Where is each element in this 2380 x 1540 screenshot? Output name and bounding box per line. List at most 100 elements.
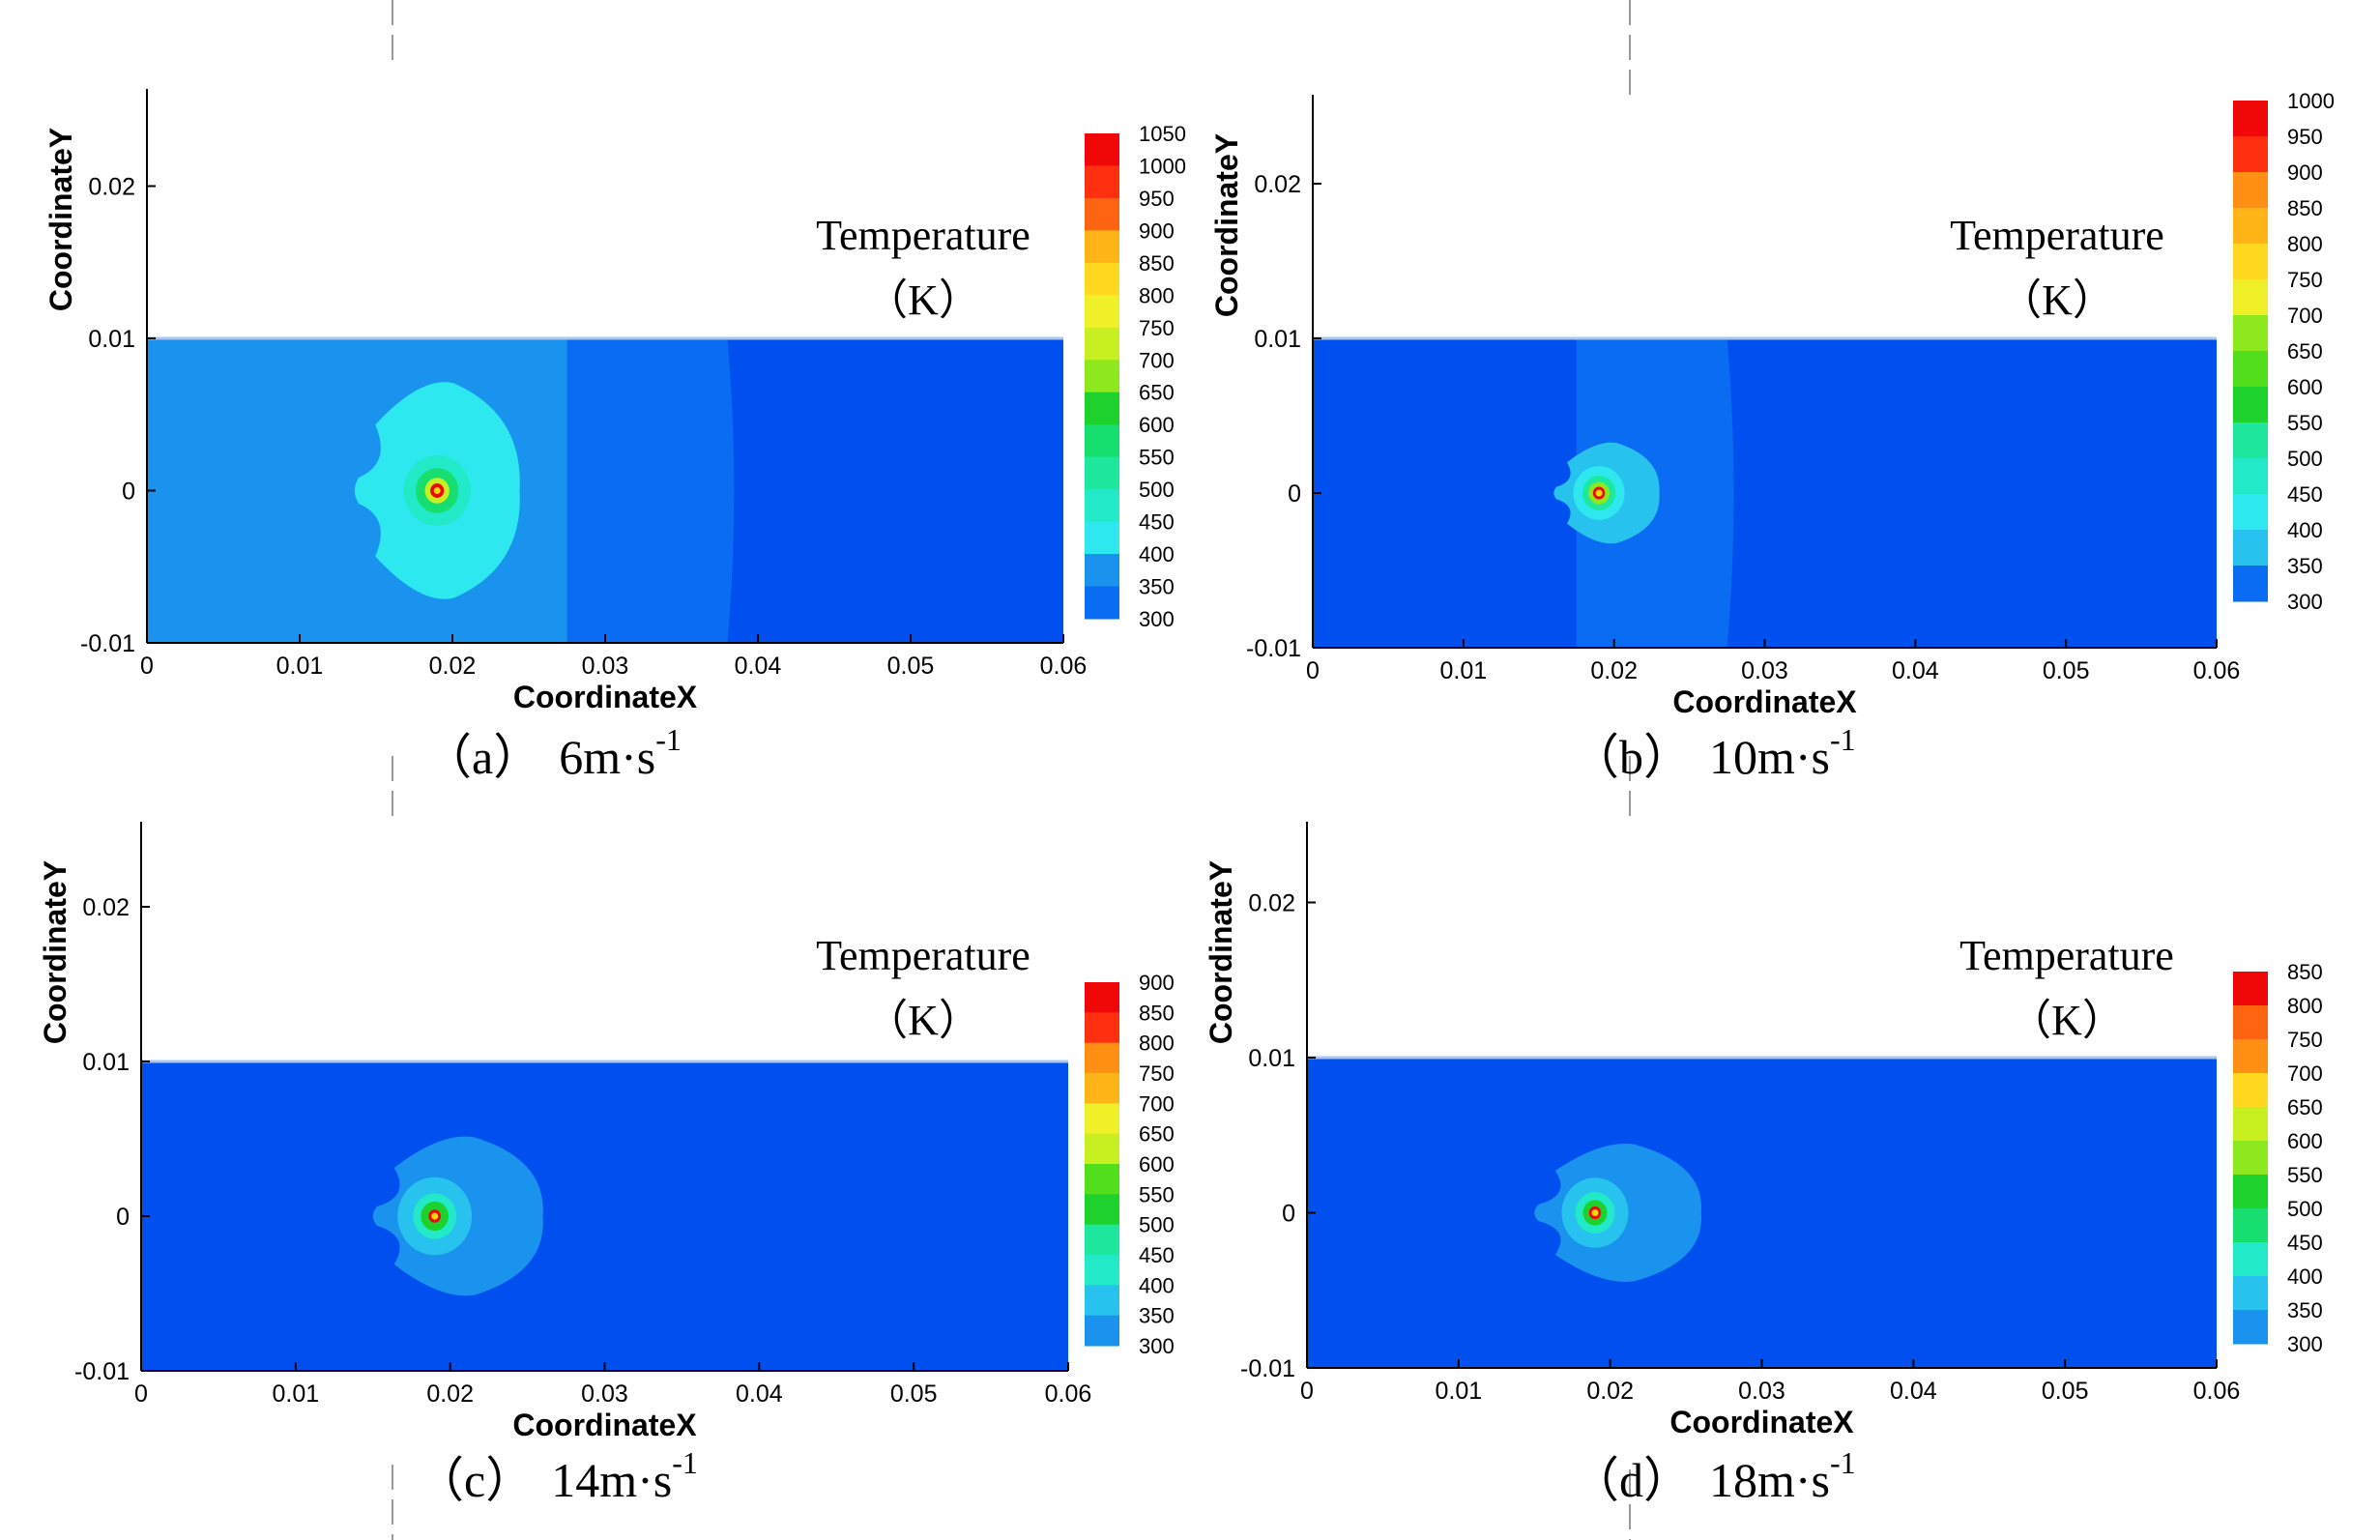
legend-level-label: 750 [1139,1061,1175,1086]
legend-swatch [1085,424,1119,458]
domain-background [1313,338,2217,648]
panel-caption: （b） 10m·s-1 [1571,722,1856,784]
legend-level-label: 850 [2287,960,2323,984]
temperature-field [1307,1058,2217,1368]
legend-level-label: 800 [1139,283,1175,307]
legend-swatch [1085,360,1119,393]
legend-swatch [2233,315,2268,352]
x-tick-label: 0.05 [2042,1378,2089,1405]
legend-swatch [2233,101,2268,137]
caption-prefix: （a） [423,730,541,784]
legend-swatch [1085,554,1119,588]
legend-level-label: 800 [1139,1032,1175,1056]
y-tick-label: 0 [116,1204,130,1231]
legend-title: Temperature [816,932,1030,979]
legend-swatch [2233,530,2268,567]
x-axis-title: CoordinateX [513,680,698,714]
legend-swatch [1085,1315,1119,1347]
legend-level-label: 300 [1139,607,1175,631]
legend-swatch [1085,230,1119,264]
legend-level-label: 300 [1139,1334,1175,1358]
x-tick-label: 0.02 [426,1380,474,1408]
legend-level-label: 800 [2287,994,2323,1018]
legend-level-label: 900 [1139,971,1175,995]
panel-c: 0 0.01 0.02 0.03 0.04 0.05 0.06-0.0100.010.02C… [38,822,1175,1507]
legend-level-label: 400 [2287,518,2323,542]
legend-swatch [1085,521,1119,555]
legend-swatch [2233,494,2268,531]
legend-level-label: 950 [1139,187,1175,211]
panel-b: 0 0.01 0.02 0.03 0.04 0.05 0.06-0.0100.010.02C… [1209,89,2335,784]
y-tick-label: 0 [1288,480,1301,508]
legend-swatch [2233,1276,2268,1311]
hot-spot-marker [1595,489,1603,497]
legend-level-label: 700 [1139,348,1175,372]
legend-level-label: 450 [1139,510,1175,535]
legend-level-label: 850 [1139,251,1175,276]
legend-level-label: 350 [2287,554,2323,578]
legend-swatch [2233,972,2268,1006]
legend-level-label: 300 [2287,590,2323,614]
x-tick-label: 0.06 [1040,653,1088,680]
x-tick-label: 0.05 [887,653,935,680]
panel-caption: （c） 14m·s-1 [416,1445,698,1507]
hot-spot-marker [1591,1209,1599,1216]
y-tick-label: 0.02 [88,174,135,201]
legend-swatch [1085,1285,1119,1317]
legend-level-label: 1050 [1139,122,1186,146]
x-axis-title: CoordinateX [512,1408,697,1442]
caption-prefix: （d） [1571,1453,1692,1507]
x-tick-label: 0.02 [1590,657,1638,684]
x-tick-label: 0 [140,653,154,680]
legend-swatch [2233,1039,2268,1074]
caption-exponent: -1 [655,722,682,757]
y-tick-label: -0.01 [74,1358,130,1385]
legend-swatch [1085,165,1119,199]
caption-speed: 14m·s [551,1453,672,1507]
caption-speed: 6m·s [559,730,655,784]
legend-swatch [1085,392,1119,425]
y-axis-title: CoordinateY [44,128,78,311]
legend-unit: （K） [1999,276,2115,324]
legend-swatch [2233,1107,2268,1142]
contour-band-1 [566,338,735,643]
legend-swatch [1085,1255,1119,1286]
legend-level-label: 600 [1139,413,1175,437]
legend-level-label: 350 [1139,575,1175,599]
caption-prefix: （b） [1571,730,1692,784]
x-tick-label: 0.02 [429,653,477,680]
legend-swatch [2233,136,2268,173]
legend-swatch [2233,1208,2268,1243]
legend-swatch [2233,422,2268,459]
legend-level-label: 500 [2287,1197,2323,1221]
legend-swatch [2233,566,2268,602]
legend-level-label: 450 [2287,482,2323,507]
y-tick-label: 0.02 [1254,171,1301,198]
x-axis-title: CoordinateX [1669,1405,1854,1439]
legend-swatch [2233,1073,2268,1108]
legend-unit: （K） [2009,997,2125,1044]
legend-level-label: 500 [1139,478,1175,502]
legend-swatch [1085,262,1119,296]
y-tick-label: 0.01 [1248,1045,1295,1072]
legend-swatch [2233,279,2268,316]
legend-swatch [2233,458,2268,495]
legend-swatch [1085,295,1119,329]
hot-spot-marker [431,1212,439,1220]
x-tick-label: 0.03 [581,1380,628,1408]
legend-level-label: 700 [2287,304,2323,328]
temperature-field [147,338,1063,643]
panel-caption: （a） 6m·s-1 [423,722,682,784]
legend-level-label: 700 [1139,1091,1175,1116]
y-tick-label: -0.01 [1246,635,1301,662]
x-tick-label: 0.01 [272,1380,319,1408]
legend-level-label: 850 [2287,196,2323,220]
legend-level-label: 400 [1139,542,1175,567]
legend-swatch [1085,1042,1119,1074]
legend-level-label: 650 [2287,1095,2323,1119]
caption-prefix: （c） [416,1453,534,1507]
x-tick-label: 0.05 [890,1380,938,1408]
x-tick-label: 0 [1306,657,1320,684]
legend-level-label: 800 [2287,232,2323,256]
